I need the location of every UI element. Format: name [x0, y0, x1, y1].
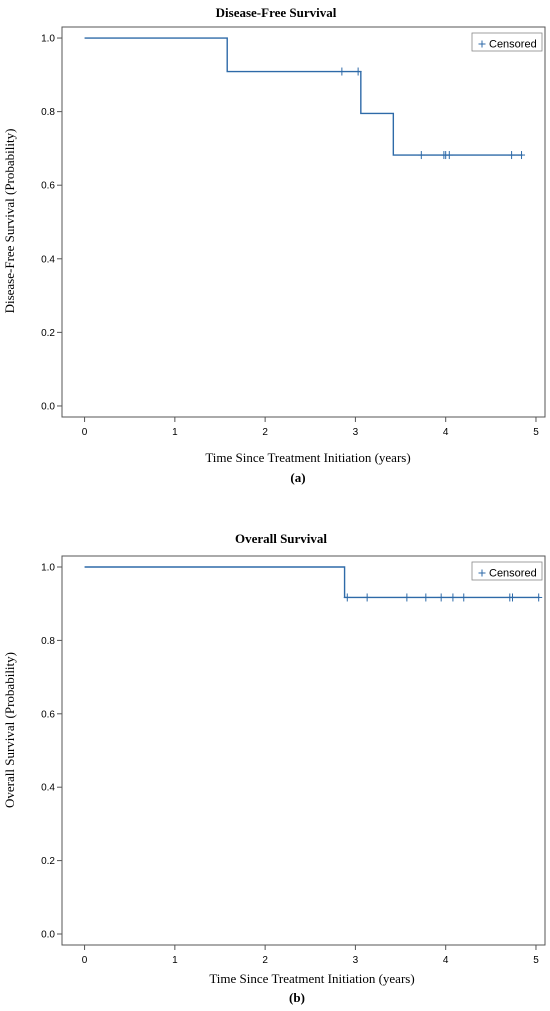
survival-curve	[84, 566, 540, 599]
legend-box	[471, 561, 543, 581]
x-axis-title: Time Since Treatment Initiation (years)	[205, 450, 410, 465]
censored-marker	[417, 151, 425, 160]
censored-marker	[449, 593, 457, 602]
x-tick-label: 0	[82, 427, 88, 438]
x-axis-title: Time Since Treatment Initiation (years)	[209, 971, 414, 986]
x-tick-label: 4	[443, 955, 449, 966]
legend: Censored	[471, 561, 543, 581]
y-axis-title: Disease-Free Survival (Probability)	[2, 129, 17, 314]
censored-marker	[460, 593, 468, 602]
legend-censored-marker	[478, 40, 486, 48]
x-tick-label: 2	[262, 955, 268, 966]
chart-title: Disease-Free Survival	[216, 5, 337, 20]
x-tick-label: 1	[172, 955, 178, 966]
x-tick-label: 1	[172, 427, 178, 438]
censored-marker	[343, 593, 351, 602]
legend-censored-marker	[478, 569, 486, 577]
censored-marker	[508, 593, 516, 602]
y-axis-title: Overall Survival (Probability)	[2, 652, 17, 808]
censored-marker	[363, 593, 371, 602]
x-tick-label: 0	[82, 955, 88, 966]
censored-marker	[518, 151, 526, 160]
censored-marker	[338, 67, 346, 76]
y-tick-label: 0.8	[41, 636, 55, 647]
y-tick-label: 0.4	[41, 783, 55, 794]
plot-frame	[61, 26, 546, 418]
y-tick-label: 0.8	[41, 107, 55, 118]
legend-box	[471, 32, 543, 52]
y-tick-label: 0.4	[41, 254, 55, 265]
survival-curve	[84, 37, 523, 156]
censored-marker	[535, 593, 543, 602]
x-tick-label: 3	[353, 955, 359, 966]
y-tick-label: 0.0	[41, 401, 55, 412]
panel-a: Disease-Free Survival Disease-Free Survi…	[2, 5, 546, 485]
x-tick-label: 2	[262, 427, 268, 438]
censored-marker	[403, 593, 411, 602]
x-tick-label: 3	[353, 427, 359, 438]
legend: Censored	[471, 32, 543, 52]
y-tick-label: 0.6	[41, 709, 55, 720]
legend-label: Censored	[489, 39, 537, 51]
y-tick-label: 0.2	[41, 856, 55, 867]
censored-marker	[508, 151, 516, 160]
y-tick-label: 1.0	[41, 563, 55, 574]
y-tick-label: 0.0	[41, 929, 55, 940]
y-tick-label: 0.2	[41, 328, 55, 339]
legend-label: Censored	[489, 568, 537, 580]
censored-marker	[422, 593, 430, 602]
panel-b: Overall Survival Overall Survival (Proba…	[2, 531, 546, 1005]
panel-caption: (a)	[290, 470, 305, 485]
x-tick-label: 5	[533, 955, 539, 966]
y-tick-label: 1.0	[41, 34, 55, 45]
censored-marker	[437, 593, 445, 602]
panel-caption: (b)	[289, 990, 305, 1005]
censored-marker	[354, 67, 362, 76]
censored-marker	[445, 151, 453, 160]
y-tick-label: 0.6	[41, 181, 55, 192]
x-tick-label: 4	[443, 427, 449, 438]
chart-title: Overall Survival	[235, 531, 327, 546]
plot-frame	[61, 555, 546, 946]
x-tick-label: 5	[533, 427, 539, 438]
